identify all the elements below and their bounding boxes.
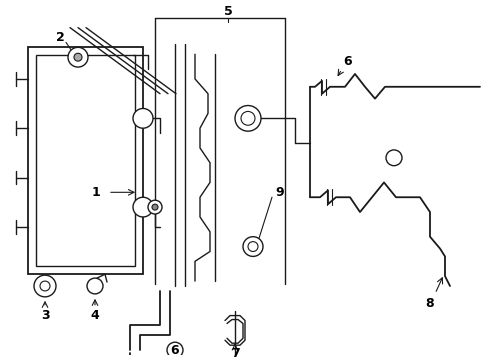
Bar xyxy=(36,55,135,266)
Circle shape xyxy=(133,197,153,217)
Circle shape xyxy=(34,275,56,297)
Circle shape xyxy=(167,342,183,358)
Circle shape xyxy=(40,281,50,291)
Text: 6: 6 xyxy=(343,55,351,68)
Circle shape xyxy=(385,150,401,166)
Text: 9: 9 xyxy=(275,186,284,199)
Text: 6: 6 xyxy=(170,343,179,357)
Bar xyxy=(28,47,142,274)
Text: 3: 3 xyxy=(41,309,49,322)
Circle shape xyxy=(235,105,261,131)
Circle shape xyxy=(133,108,153,128)
Text: 1: 1 xyxy=(91,186,100,199)
Circle shape xyxy=(68,47,88,67)
Text: 4: 4 xyxy=(90,309,99,322)
Circle shape xyxy=(247,242,258,252)
Text: 7: 7 xyxy=(230,347,239,360)
Circle shape xyxy=(148,200,162,214)
Text: 5: 5 xyxy=(223,5,232,18)
Circle shape xyxy=(87,278,103,294)
Text: 8: 8 xyxy=(425,297,433,310)
Circle shape xyxy=(152,204,158,210)
Circle shape xyxy=(243,237,263,256)
Text: 2: 2 xyxy=(56,31,64,44)
Circle shape xyxy=(74,53,82,61)
Circle shape xyxy=(241,112,254,125)
